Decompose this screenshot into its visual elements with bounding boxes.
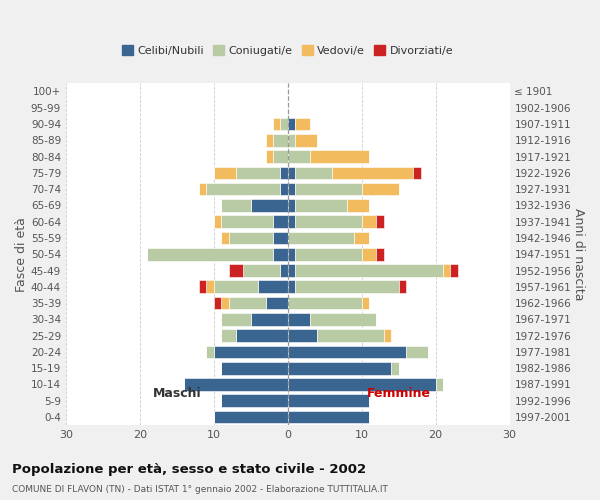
Bar (206, 183, 280, 196)
Bar (258, 280, 287, 293)
Bar (221, 362, 287, 374)
Bar (362, 248, 376, 260)
Legend: Celibi/Nubili, Coniugati/e, Vedovi/e, Divorziati/e: Celibi/Nubili, Coniugati/e, Vedovi/e, Di… (118, 41, 458, 60)
Bar (310, 150, 369, 163)
Bar (273, 232, 287, 244)
Bar (214, 216, 221, 228)
Bar (214, 346, 287, 358)
Bar (229, 264, 244, 277)
Bar (214, 410, 287, 424)
Bar (354, 232, 369, 244)
Bar (273, 248, 287, 260)
Bar (221, 394, 287, 407)
Bar (229, 232, 273, 244)
Bar (221, 216, 273, 228)
Bar (287, 199, 295, 212)
Bar (287, 264, 295, 277)
Bar (287, 248, 295, 260)
Bar (251, 313, 287, 326)
Bar (214, 280, 258, 293)
Bar (295, 264, 443, 277)
Bar (287, 394, 369, 407)
Bar (295, 166, 332, 179)
Bar (295, 248, 362, 260)
Bar (310, 313, 376, 326)
Bar (280, 183, 287, 196)
Bar (332, 166, 413, 179)
Bar (214, 166, 236, 179)
Bar (199, 183, 206, 196)
Bar (451, 264, 458, 277)
Bar (199, 280, 206, 293)
Bar (280, 264, 287, 277)
Bar (413, 166, 421, 179)
Bar (273, 216, 287, 228)
Bar (295, 216, 362, 228)
Bar (287, 346, 406, 358)
Bar (287, 330, 317, 342)
Bar (147, 248, 273, 260)
Bar (443, 264, 451, 277)
Bar (287, 313, 310, 326)
Bar (214, 296, 221, 310)
Bar (384, 330, 391, 342)
Bar (295, 118, 310, 130)
Bar (362, 183, 398, 196)
Bar (287, 183, 295, 196)
Bar (236, 166, 280, 179)
Bar (436, 378, 443, 391)
Bar (287, 134, 295, 146)
Bar (287, 216, 295, 228)
Bar (287, 410, 369, 424)
Bar (236, 330, 287, 342)
Bar (287, 166, 295, 179)
Bar (221, 330, 236, 342)
Bar (295, 199, 347, 212)
Text: Femmine: Femmine (367, 387, 431, 400)
Bar (273, 150, 287, 163)
Bar (287, 280, 295, 293)
Bar (266, 150, 273, 163)
Bar (280, 118, 287, 130)
Bar (398, 280, 406, 293)
Bar (347, 199, 369, 212)
Bar (266, 296, 287, 310)
Bar (406, 346, 428, 358)
Text: COMUNE DI FLAVON (TN) - Dati ISTAT 1° gennaio 2002 - Elaborazione TUTTITALIA.IT: COMUNE DI FLAVON (TN) - Dati ISTAT 1° ge… (12, 486, 388, 494)
Bar (266, 134, 273, 146)
Bar (251, 199, 287, 212)
Y-axis label: Anni di nascita: Anni di nascita (572, 208, 585, 300)
Bar (362, 296, 369, 310)
Bar (221, 199, 251, 212)
Bar (229, 296, 266, 310)
Bar (287, 118, 295, 130)
Text: Maschi: Maschi (152, 387, 201, 400)
Bar (391, 362, 398, 374)
Bar (295, 183, 362, 196)
Y-axis label: Fasce di età: Fasce di età (15, 217, 28, 292)
Text: Popolazione per età, sesso e stato civile - 2002: Popolazione per età, sesso e stato civil… (12, 462, 366, 475)
Bar (244, 264, 280, 277)
Bar (221, 313, 251, 326)
Bar (184, 378, 287, 391)
Bar (221, 296, 229, 310)
Bar (287, 150, 310, 163)
Bar (287, 232, 354, 244)
Bar (295, 280, 398, 293)
Bar (287, 378, 436, 391)
Bar (206, 280, 214, 293)
Bar (206, 346, 214, 358)
Bar (221, 232, 229, 244)
Bar (280, 166, 287, 179)
Bar (362, 216, 376, 228)
Bar (287, 362, 391, 374)
Bar (295, 134, 317, 146)
Bar (376, 216, 384, 228)
Bar (287, 296, 362, 310)
Bar (273, 118, 280, 130)
Bar (273, 134, 287, 146)
Bar (376, 248, 384, 260)
Bar (317, 330, 384, 342)
